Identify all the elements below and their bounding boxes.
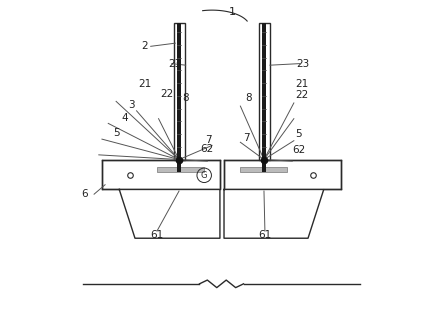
Text: 62: 62 xyxy=(292,145,305,155)
Bar xyxy=(157,167,204,172)
Text: 7: 7 xyxy=(205,135,212,145)
Bar xyxy=(262,23,266,172)
Bar xyxy=(224,160,341,190)
Text: G: G xyxy=(201,171,207,180)
Text: 23: 23 xyxy=(168,58,182,69)
Polygon shape xyxy=(119,190,220,238)
Text: 5: 5 xyxy=(113,129,120,138)
Text: 3: 3 xyxy=(128,100,135,110)
Text: 22: 22 xyxy=(160,88,173,99)
Text: 23: 23 xyxy=(296,58,309,69)
Bar xyxy=(102,160,220,190)
Polygon shape xyxy=(224,190,324,238)
Text: 4: 4 xyxy=(121,113,128,123)
Text: 1: 1 xyxy=(229,7,236,17)
Text: 2: 2 xyxy=(141,41,148,51)
Text: 8: 8 xyxy=(182,93,189,103)
Text: 61: 61 xyxy=(150,230,163,240)
Text: 61: 61 xyxy=(258,230,272,240)
Text: 8: 8 xyxy=(245,93,252,103)
Bar xyxy=(174,23,185,160)
Text: 22: 22 xyxy=(295,90,308,100)
Bar xyxy=(259,23,270,160)
Text: 5: 5 xyxy=(295,130,302,139)
Text: 21: 21 xyxy=(295,79,308,89)
Bar xyxy=(177,23,181,172)
Text: 21: 21 xyxy=(138,79,151,89)
Text: 62: 62 xyxy=(201,144,214,154)
Text: 6: 6 xyxy=(82,189,88,199)
Text: 7: 7 xyxy=(243,132,249,143)
Bar xyxy=(240,167,287,172)
